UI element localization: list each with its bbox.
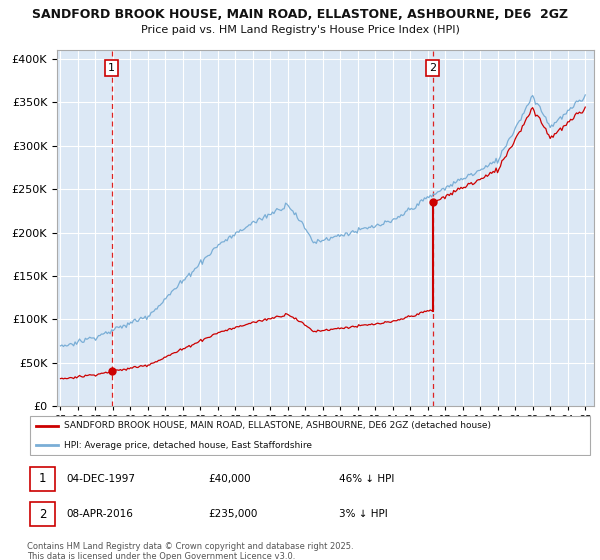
Text: 08-APR-2016: 08-APR-2016: [67, 509, 134, 519]
Text: 3% ↓ HPI: 3% ↓ HPI: [339, 509, 388, 519]
FancyBboxPatch shape: [30, 416, 590, 455]
FancyBboxPatch shape: [30, 466, 55, 491]
Text: £40,000: £40,000: [208, 474, 251, 484]
Text: 2: 2: [39, 508, 46, 521]
Text: Contains HM Land Registry data © Crown copyright and database right 2025.
This d: Contains HM Land Registry data © Crown c…: [27, 542, 353, 560]
Text: £235,000: £235,000: [208, 509, 258, 519]
Text: 04-DEC-1997: 04-DEC-1997: [67, 474, 136, 484]
Text: SANDFORD BROOK HOUSE, MAIN ROAD, ELLASTONE, ASHBOURNE, DE6  2GZ: SANDFORD BROOK HOUSE, MAIN ROAD, ELLASTO…: [32, 8, 568, 21]
Text: 1: 1: [39, 472, 46, 485]
Text: 46% ↓ HPI: 46% ↓ HPI: [339, 474, 394, 484]
Text: 2: 2: [429, 63, 436, 73]
Text: SANDFORD BROOK HOUSE, MAIN ROAD, ELLASTONE, ASHBOURNE, DE6 2GZ (detached house): SANDFORD BROOK HOUSE, MAIN ROAD, ELLASTO…: [64, 421, 491, 430]
Text: 1: 1: [108, 63, 115, 73]
FancyBboxPatch shape: [30, 502, 55, 526]
Text: HPI: Average price, detached house, East Staffordshire: HPI: Average price, detached house, East…: [64, 441, 312, 450]
Text: Price paid vs. HM Land Registry's House Price Index (HPI): Price paid vs. HM Land Registry's House …: [140, 25, 460, 35]
